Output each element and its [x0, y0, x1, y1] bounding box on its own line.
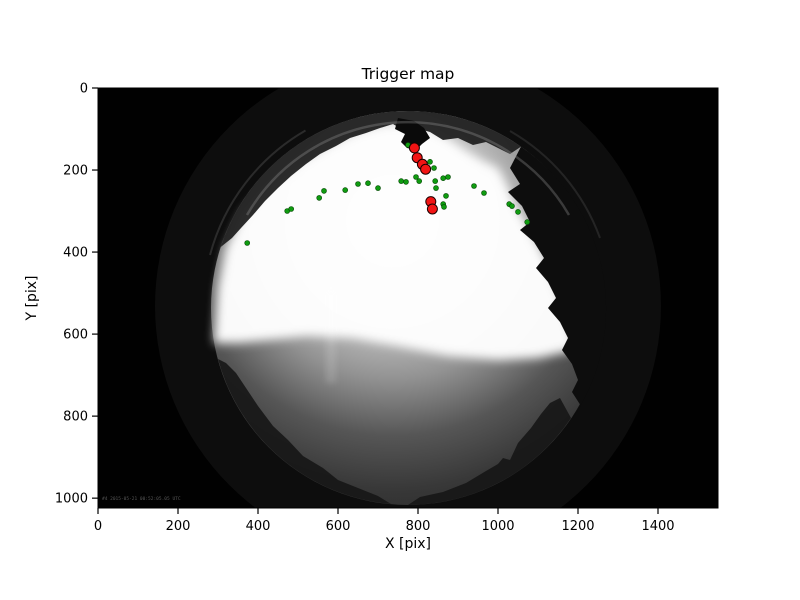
scatter-markers [244, 142, 531, 246]
x-tick-label: 0 [94, 519, 102, 534]
x-tick-label: 200 [166, 519, 191, 534]
y-tick-label: 400 [63, 246, 88, 261]
bottom-left-silhouette [218, 359, 391, 504]
green-points-marker [403, 179, 409, 185]
red-points-marker [408, 142, 420, 154]
green-points-marker [413, 174, 419, 180]
top-notch-silhouette [395, 118, 430, 150]
green-points-marker [375, 185, 381, 191]
green-points-marker [445, 174, 451, 180]
green-points-marker [244, 240, 250, 246]
green-points-marker [342, 187, 348, 193]
green-points-marker [471, 183, 477, 189]
plot-frame [97, 87, 719, 509]
x-axis-label: X [pix] [385, 536, 431, 552]
image-timestamp-watermark: #4 2015-05-21 00:52:05.05 UTC [102, 496, 181, 502]
camera-image: #4 2015-05-21 00:52:05.05 UTC [98, 88, 718, 508]
x-tick-label: 800 [406, 519, 431, 534]
green-points-marker [481, 190, 487, 196]
axes: 0 200 400 600 800 1000 1200 1400 0 200 400 600 800 10… [55, 82, 719, 534]
y-tick-label: 0 [80, 82, 88, 97]
green-points-marker [398, 178, 405, 184]
y-tick-label: 1000 [55, 492, 88, 507]
y-axis-label: Y [pix] [24, 276, 40, 322]
green-points-marker [441, 204, 447, 210]
green-points-marker [288, 206, 294, 212]
y-tick-label: 200 [63, 164, 88, 179]
green-points-marker [321, 188, 327, 194]
ring-highlight-top [245, 120, 571, 216]
bottom-right-silhouette [408, 398, 571, 505]
green-points-marker [432, 178, 439, 184]
x-tick-label: 600 [326, 519, 351, 534]
x-tick-label: 1000 [481, 519, 514, 534]
green-points-marker [416, 178, 423, 184]
top-horizon-band [220, 110, 521, 248]
green-points-marker [443, 193, 449, 199]
green-points-marker [355, 181, 361, 187]
green-points-marker [433, 185, 439, 191]
ring-highlight-right [509, 130, 601, 239]
chart-title: Trigger map [361, 65, 455, 83]
green-points-marker [515, 209, 521, 215]
green-points-marker [365, 180, 371, 186]
right-tree-silhouette [508, 146, 607, 418]
green-points-marker [524, 219, 531, 225]
bright-sky-blob [214, 124, 576, 360]
y-tick-label: 800 [63, 410, 88, 425]
green-points-marker [431, 165, 437, 171]
green-points-marker [440, 175, 447, 181]
light-pillar [326, 288, 336, 383]
green-points-marker [509, 203, 515, 209]
red-points-marker [420, 163, 432, 175]
ring-highlight-left [209, 129, 307, 256]
green-points-marker [316, 195, 322, 201]
y-tick-label: 600 [63, 328, 88, 343]
x-tick-label: 400 [246, 519, 271, 534]
x-tick-label: 1200 [561, 519, 594, 534]
green-points-marker [427, 159, 433, 165]
x-tick-label: 1400 [641, 519, 674, 534]
red-points-marker [426, 203, 438, 215]
